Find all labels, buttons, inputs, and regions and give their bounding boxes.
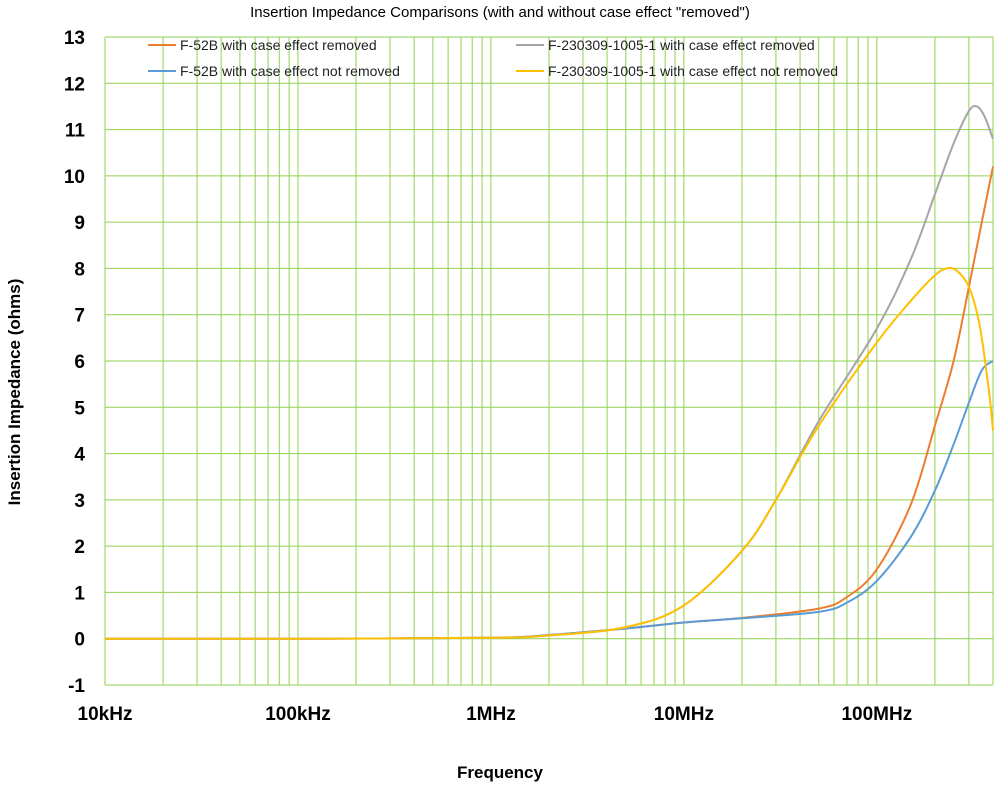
legend-entry-label: F-230309-1005-1 with case effect removed: [548, 37, 815, 53]
y-tick-label: 2: [74, 537, 85, 558]
y-tick-label: 5: [74, 398, 85, 419]
series-f230309-not-removed-line: [104, 267, 994, 640]
x-tick-label: 100MHz: [841, 704, 912, 725]
y-tick-label: 1: [74, 583, 85, 604]
y-tick-label: 8: [74, 259, 85, 280]
legend: F-52B with case effect removed F-52B with…: [148, 37, 838, 79]
y-tick-label: 10: [64, 167, 85, 188]
legend-entry-label: F-230309-1005-1 with case effect not rem…: [548, 63, 838, 79]
y-axis-label: Insertion Impedance (ohms): [5, 279, 24, 506]
y-tick-label: 0: [74, 630, 85, 651]
y-tick-label: 13: [64, 28, 85, 49]
series-lines: [104, 104, 994, 640]
x-tick-label: 10MHz: [654, 704, 714, 725]
grid: [104, 36, 994, 686]
x-tick-label: 10kHz: [78, 704, 133, 725]
x-axis-ticks: 10kHz 100kHz 1MHz 10MHz 100MHz: [78, 704, 913, 725]
legend-entry-label: F-52B with case effect not removed: [180, 63, 400, 79]
legend-entry-label: F-52B with case effect removed: [180, 37, 377, 53]
y-tick-label: -1: [68, 676, 85, 697]
x-axis-label: Frequency: [457, 763, 544, 782]
y-tick-label: 9: [74, 213, 85, 234]
chart-title: Insertion Impedance Comparisons (with an…: [250, 4, 750, 21]
y-tick-label: 11: [65, 121, 86, 142]
x-tick-label: 100kHz: [265, 704, 331, 725]
x-tick-label: 1MHz: [466, 704, 516, 725]
y-tick-label: 7: [74, 306, 85, 327]
y-tick-label: 12: [64, 74, 85, 95]
y-tick-label: 4: [74, 445, 85, 466]
y-tick-label: 3: [74, 491, 85, 512]
y-tick-label: 6: [74, 352, 85, 373]
